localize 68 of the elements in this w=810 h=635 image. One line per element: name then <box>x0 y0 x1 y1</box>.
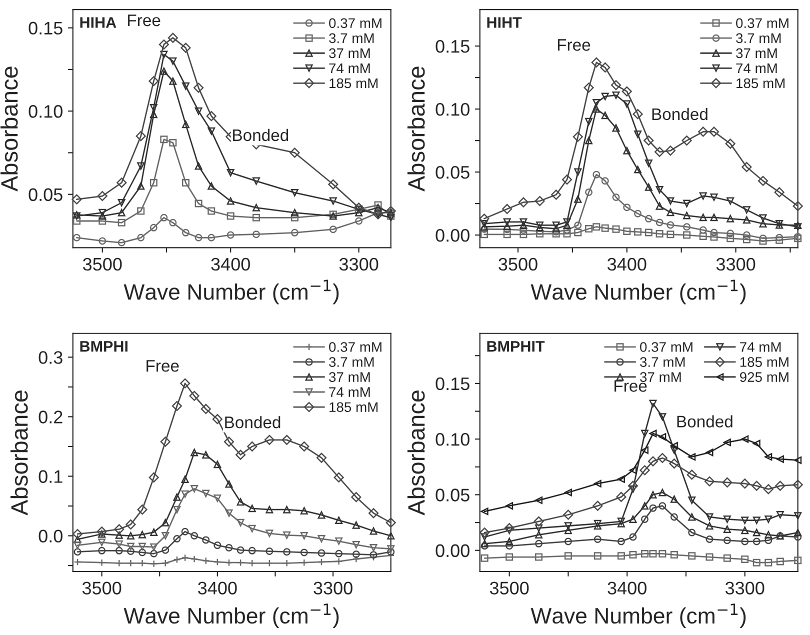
legend-label: 3.7 mM <box>736 33 781 44</box>
legend-label: 74 mM <box>736 63 777 74</box>
y-axis-title: Absorbance <box>10 390 28 516</box>
annotation: Free <box>558 39 590 51</box>
y-tick-label: 0.1 <box>38 470 62 483</box>
y-axis-title: Absorbance <box>407 66 425 192</box>
y-tick-label: 0.00 <box>436 544 470 558</box>
legend-label: 74 mM <box>329 63 370 74</box>
x-axis-title: Wave Number (cm$^{−1}$) <box>530 604 746 628</box>
x-tick-label: 3400 <box>198 582 237 594</box>
annotation: BMPHI <box>80 341 128 352</box>
y-tick-label: 0.05 <box>28 188 62 202</box>
legend-label: 925 mM <box>740 372 788 382</box>
legend-label: 74 mM <box>740 342 781 352</box>
x-tick-label: 3400 <box>608 258 646 271</box>
annotation: Bonded <box>677 415 732 428</box>
y-tick-label: 0.05 <box>436 166 470 179</box>
legend-label: 37 mM <box>329 372 370 382</box>
legend-label: 37 mM <box>329 48 370 58</box>
legend-label: 3.7 mM <box>329 357 374 367</box>
x-tick-label: 3400 <box>608 582 646 594</box>
legend-label: 185 mM <box>330 78 378 88</box>
legend-label: 0.37 mM <box>329 342 382 352</box>
legend-label: 0.37 mM <box>329 18 382 28</box>
x-axis-title: Wave Number (cm$^{−1}$) <box>124 280 339 304</box>
x-tick-label: 3300 <box>339 258 378 271</box>
legend-label: 37 mM <box>736 48 777 58</box>
legend-label: 185 mM <box>736 78 785 88</box>
annotation: Free <box>128 14 160 26</box>
legend-label: 3.7 mM <box>640 357 685 367</box>
x-tick-label: 3500 <box>498 258 538 271</box>
legend-label: 185 mM <box>330 402 378 412</box>
legend-label: 0.37 mM <box>640 342 692 352</box>
y-tick-label: 0.15 <box>436 40 470 53</box>
x-axis-title: Wave Number (cm$^{−1}$) <box>530 280 746 304</box>
annotation: Bonded <box>225 416 280 428</box>
x-tick-label: 3400 <box>211 258 250 271</box>
y-tick-label: 0.10 <box>28 105 62 118</box>
x-axis-title: Wave Number (cm$^{−1}$) <box>124 604 339 628</box>
y-tick-label: 0.15 <box>436 377 470 390</box>
legend-label: 185 mM <box>740 357 788 367</box>
x-tick-label: 3500 <box>490 582 529 594</box>
y-tick-label: 0.05 <box>436 488 470 502</box>
x-tick-label: 3500 <box>82 582 122 594</box>
annotation: Bonded <box>233 128 288 142</box>
y-axis-title: Absorbance <box>0 66 18 192</box>
legend-label: 37 mM <box>640 372 681 382</box>
y-tick-label: 0.0 <box>38 530 62 542</box>
annotation: Free <box>146 360 179 372</box>
annotation: Free <box>614 380 647 392</box>
annotation: BMPHIT <box>487 341 545 352</box>
x-tick-label: 3300 <box>716 258 756 271</box>
annotation: HIHA <box>80 17 116 28</box>
y-tick-label: 0.3 <box>38 351 62 364</box>
annotation: HIHT <box>487 17 522 28</box>
x-tick-label: 3500 <box>82 258 122 271</box>
legend-label: 3.7 mM <box>329 33 374 44</box>
y-tick-label: 0.00 <box>436 228 470 242</box>
y-tick-label: 0.10 <box>436 102 470 116</box>
annotation: Bonded <box>652 108 708 120</box>
x-tick-label: 3300 <box>314 582 352 594</box>
y-axis-title: Absorbance <box>407 390 425 516</box>
y-tick-label: 0.15 <box>28 22 62 35</box>
x-tick-label: 3300 <box>725 582 764 594</box>
y-tick-label: 0.2 <box>38 410 62 424</box>
y-tick-label: 0.10 <box>436 433 470 446</box>
legend-label: 74 mM <box>329 387 370 397</box>
legend-label: 0.37 mM <box>736 18 788 28</box>
